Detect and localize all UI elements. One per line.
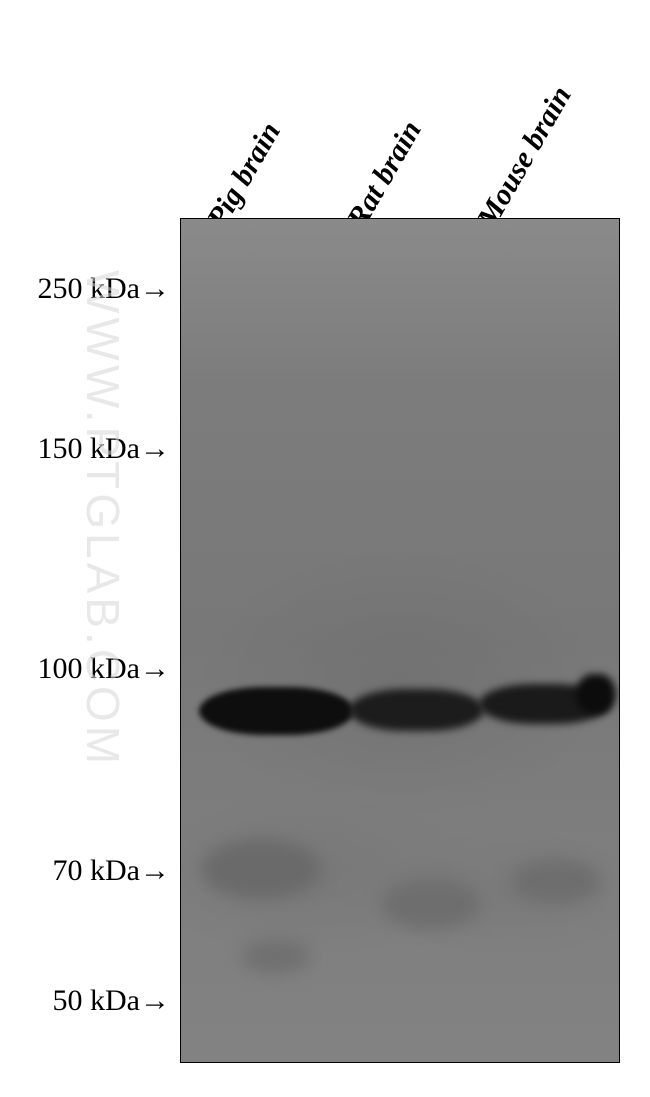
marker-arrow-icon: → bbox=[140, 432, 170, 466]
band-lane-2 bbox=[349, 689, 484, 731]
blot-smudge bbox=[241, 939, 311, 974]
watermark-text: WWW.PTGLAB.COM bbox=[76, 270, 130, 768]
marker-arrow-icon: → bbox=[140, 272, 170, 306]
blot-membrane bbox=[180, 218, 620, 1063]
band-lane-1 bbox=[199, 687, 354, 735]
marker-arrow-icon: → bbox=[140, 652, 170, 686]
marker-100kda: 100 kDa→ bbox=[38, 652, 170, 686]
marker-250kda: 250 kDa→ bbox=[38, 272, 170, 306]
marker-arrow-icon: → bbox=[140, 854, 170, 888]
band-lane-3-tail bbox=[576, 674, 616, 714]
western-blot-figure: Pig brain Rat brain Mouse brain 250 kDa→… bbox=[0, 0, 650, 1097]
blot-smudge bbox=[381, 879, 481, 929]
blot-texture bbox=[181, 219, 619, 1062]
lane-label-3: Mouse brain bbox=[471, 81, 579, 234]
marker-text: 250 kDa bbox=[38, 272, 140, 305]
marker-150kda: 150 kDa→ bbox=[38, 432, 170, 466]
lane-label-1: Pig brain bbox=[201, 117, 288, 234]
marker-50kda: 50 kDa→ bbox=[53, 984, 170, 1018]
blot-smudge bbox=[201, 839, 321, 899]
lane-label-2: Rat brain bbox=[341, 115, 429, 234]
marker-text: 50 kDa bbox=[53, 984, 140, 1017]
marker-text: 70 kDa bbox=[53, 854, 140, 887]
blot-smudge bbox=[511, 859, 601, 904]
marker-arrow-icon: → bbox=[140, 984, 170, 1018]
marker-text: 150 kDa bbox=[38, 432, 140, 465]
marker-70kda: 70 kDa→ bbox=[53, 854, 170, 888]
marker-text: 100 kDa bbox=[38, 652, 140, 685]
